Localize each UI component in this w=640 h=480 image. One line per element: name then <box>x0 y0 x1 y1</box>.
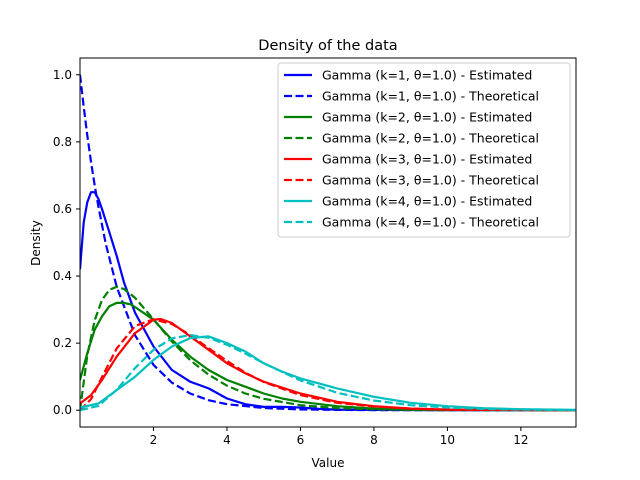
series-line-3 <box>80 301 576 412</box>
legend-label: Gamma (k=2, θ=1.0) - Theoretical <box>322 131 539 146</box>
y-axis-label: Density <box>29 220 43 266</box>
series-line-2 <box>80 74 576 412</box>
legend-label: Gamma (k=4, θ=1.0) - Theoretical <box>322 215 539 230</box>
y-tick-label: 0.6 <box>53 202 72 216</box>
y-axis: 0.0 0.2 0.4 0.6 0.8 1.0 <box>53 68 80 417</box>
x-axis-label: Value <box>312 456 345 470</box>
chart-title: Density of the data <box>258 38 397 54</box>
legend-label: Gamma (k=3, θ=1.0) - Estimated <box>322 152 532 167</box>
series-line-4 <box>80 285 576 412</box>
y-tick-label: 0.8 <box>53 135 72 149</box>
legend-label: Gamma (k=1, θ=1.0) - Estimated <box>322 68 532 83</box>
legend-label: Gamma (k=4, θ=1.0) - Estimated <box>322 194 532 209</box>
x-axis: 2 4 6 8 10 12 <box>150 427 529 447</box>
x-tick-label: 4 <box>223 433 231 447</box>
y-tick-label: 0.0 <box>53 403 72 417</box>
y-tick-label: 0.2 <box>53 336 72 350</box>
y-tick-label: 1.0 <box>53 68 72 82</box>
plot-frame <box>79 57 577 428</box>
legend: Gamma (k=1, θ=1.0) - Estimated Gamma (k=1… <box>277 62 571 238</box>
x-tick-label: 10 <box>440 433 455 447</box>
legend-label: Gamma (k=3, θ=1.0) - Theoretical <box>322 173 539 188</box>
x-tick-label: 12 <box>513 433 528 447</box>
x-tick-label: 2 <box>150 433 158 447</box>
series-line-8 <box>80 334 576 412</box>
legend-box <box>277 62 571 238</box>
y-tick-label: 0.4 <box>53 269 72 283</box>
x-tick-label: 6 <box>297 433 305 447</box>
x-tick-label: 8 <box>370 433 378 447</box>
series-line-6 <box>80 318 576 412</box>
series-line-7 <box>80 335 576 411</box>
legend-label: Gamma (k=1, θ=1.0) - Theoretical <box>322 89 539 104</box>
series-layer <box>80 74 576 412</box>
legend-label: Gamma (k=2, θ=1.0) - Estimated <box>322 110 532 125</box>
